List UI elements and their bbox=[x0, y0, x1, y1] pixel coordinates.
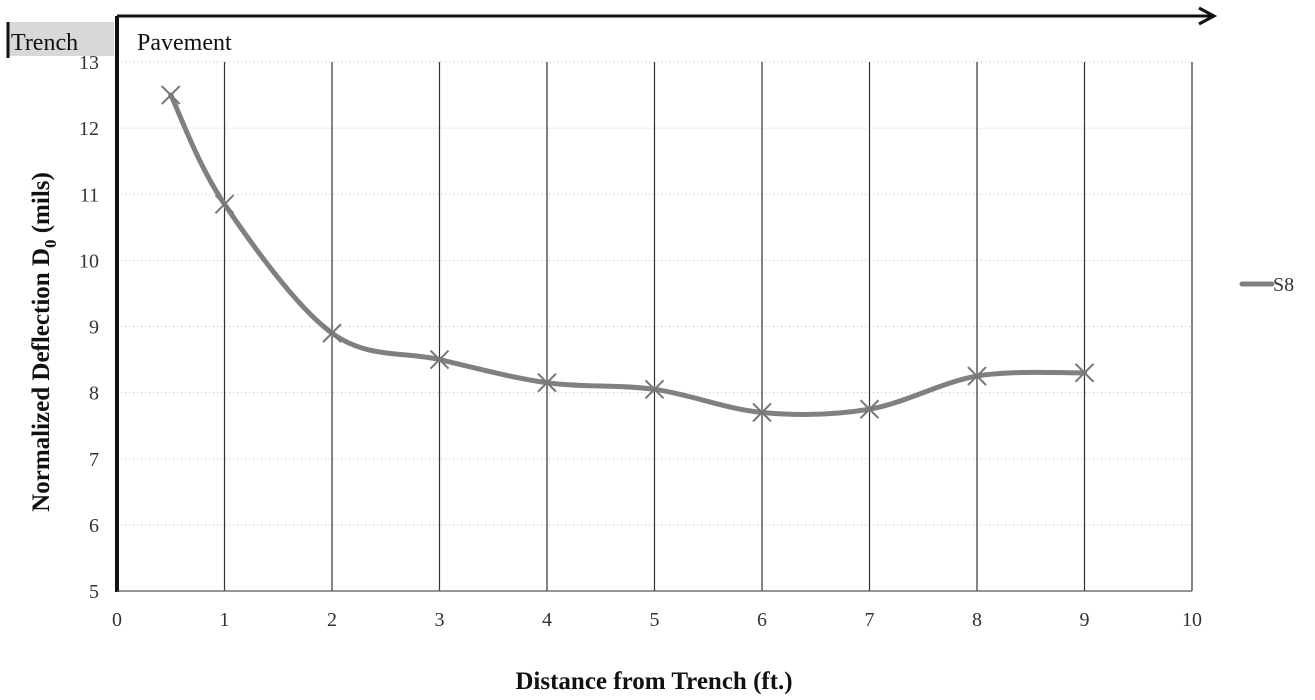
grid bbox=[117, 61, 1193, 591]
x-tick-label-3: 3 bbox=[435, 609, 445, 631]
y-tick-label-6: 6 bbox=[89, 515, 99, 537]
data-point-s8-2 bbox=[322, 323, 342, 343]
trench-label-background bbox=[8, 22, 114, 56]
pavement-annotation: Pavement bbox=[137, 30, 232, 56]
trench-annotation: Trench bbox=[11, 30, 78, 56]
series-group bbox=[161, 85, 1095, 423]
x-tick-label-2: 2 bbox=[327, 609, 337, 631]
y-axis-title-tail: (mils) bbox=[28, 172, 55, 239]
data-point-s8-7 bbox=[859, 399, 880, 419]
y-axis-title-main: Normalized Deflection D bbox=[28, 248, 55, 512]
y-tick-label-13: 13 bbox=[79, 52, 99, 74]
y-tick-label-8: 8 bbox=[89, 383, 99, 405]
y-tick-label-9: 9 bbox=[89, 317, 99, 339]
x-tick-label-10: 10 bbox=[1182, 609, 1202, 631]
data-point-s8-0 bbox=[161, 85, 181, 105]
x-tick-label-8: 8 bbox=[972, 609, 982, 631]
data-point-s8-9 bbox=[1074, 363, 1095, 383]
x-tick-label-0: 0 bbox=[112, 609, 122, 631]
x-tick-label-6: 6 bbox=[757, 609, 767, 631]
y-axis-title: Normalized Deflection D0 (mils) bbox=[28, 172, 60, 512]
axes bbox=[6, 6, 1218, 592]
data-point-s8-1 bbox=[214, 194, 235, 214]
data-point-s8-8 bbox=[967, 366, 987, 386]
x-tick-label-9: 9 bbox=[1080, 609, 1090, 631]
y-axis-title-subscript: 0 bbox=[41, 240, 60, 249]
x-axis-title: Distance from Trench (ft.) bbox=[515, 668, 792, 695]
y-tick-label-11: 11 bbox=[80, 184, 99, 206]
x-tick-label-5: 5 bbox=[650, 609, 660, 631]
y-tick-label-7: 7 bbox=[89, 449, 99, 471]
legend-label-s8: S8 bbox=[1273, 274, 1294, 296]
data-point-s8-5 bbox=[644, 379, 665, 400]
x-tick-label-4: 4 bbox=[542, 609, 552, 631]
data-point-s8-3 bbox=[429, 349, 450, 370]
y-tick-label-10: 10 bbox=[79, 250, 99, 272]
series-line-s8 bbox=[168, 92, 1087, 417]
legend: S8 bbox=[1239, 274, 1294, 296]
y-tick-label-5: 5 bbox=[89, 581, 99, 603]
top-arrow-head bbox=[1198, 6, 1218, 26]
y-tick-label-12: 12 bbox=[79, 118, 99, 140]
data-point-s8-4 bbox=[537, 372, 557, 393]
data-point-s8-6 bbox=[752, 402, 772, 423]
x-tick-label-1: 1 bbox=[220, 609, 230, 631]
x-tick-label-7: 7 bbox=[865, 609, 875, 631]
